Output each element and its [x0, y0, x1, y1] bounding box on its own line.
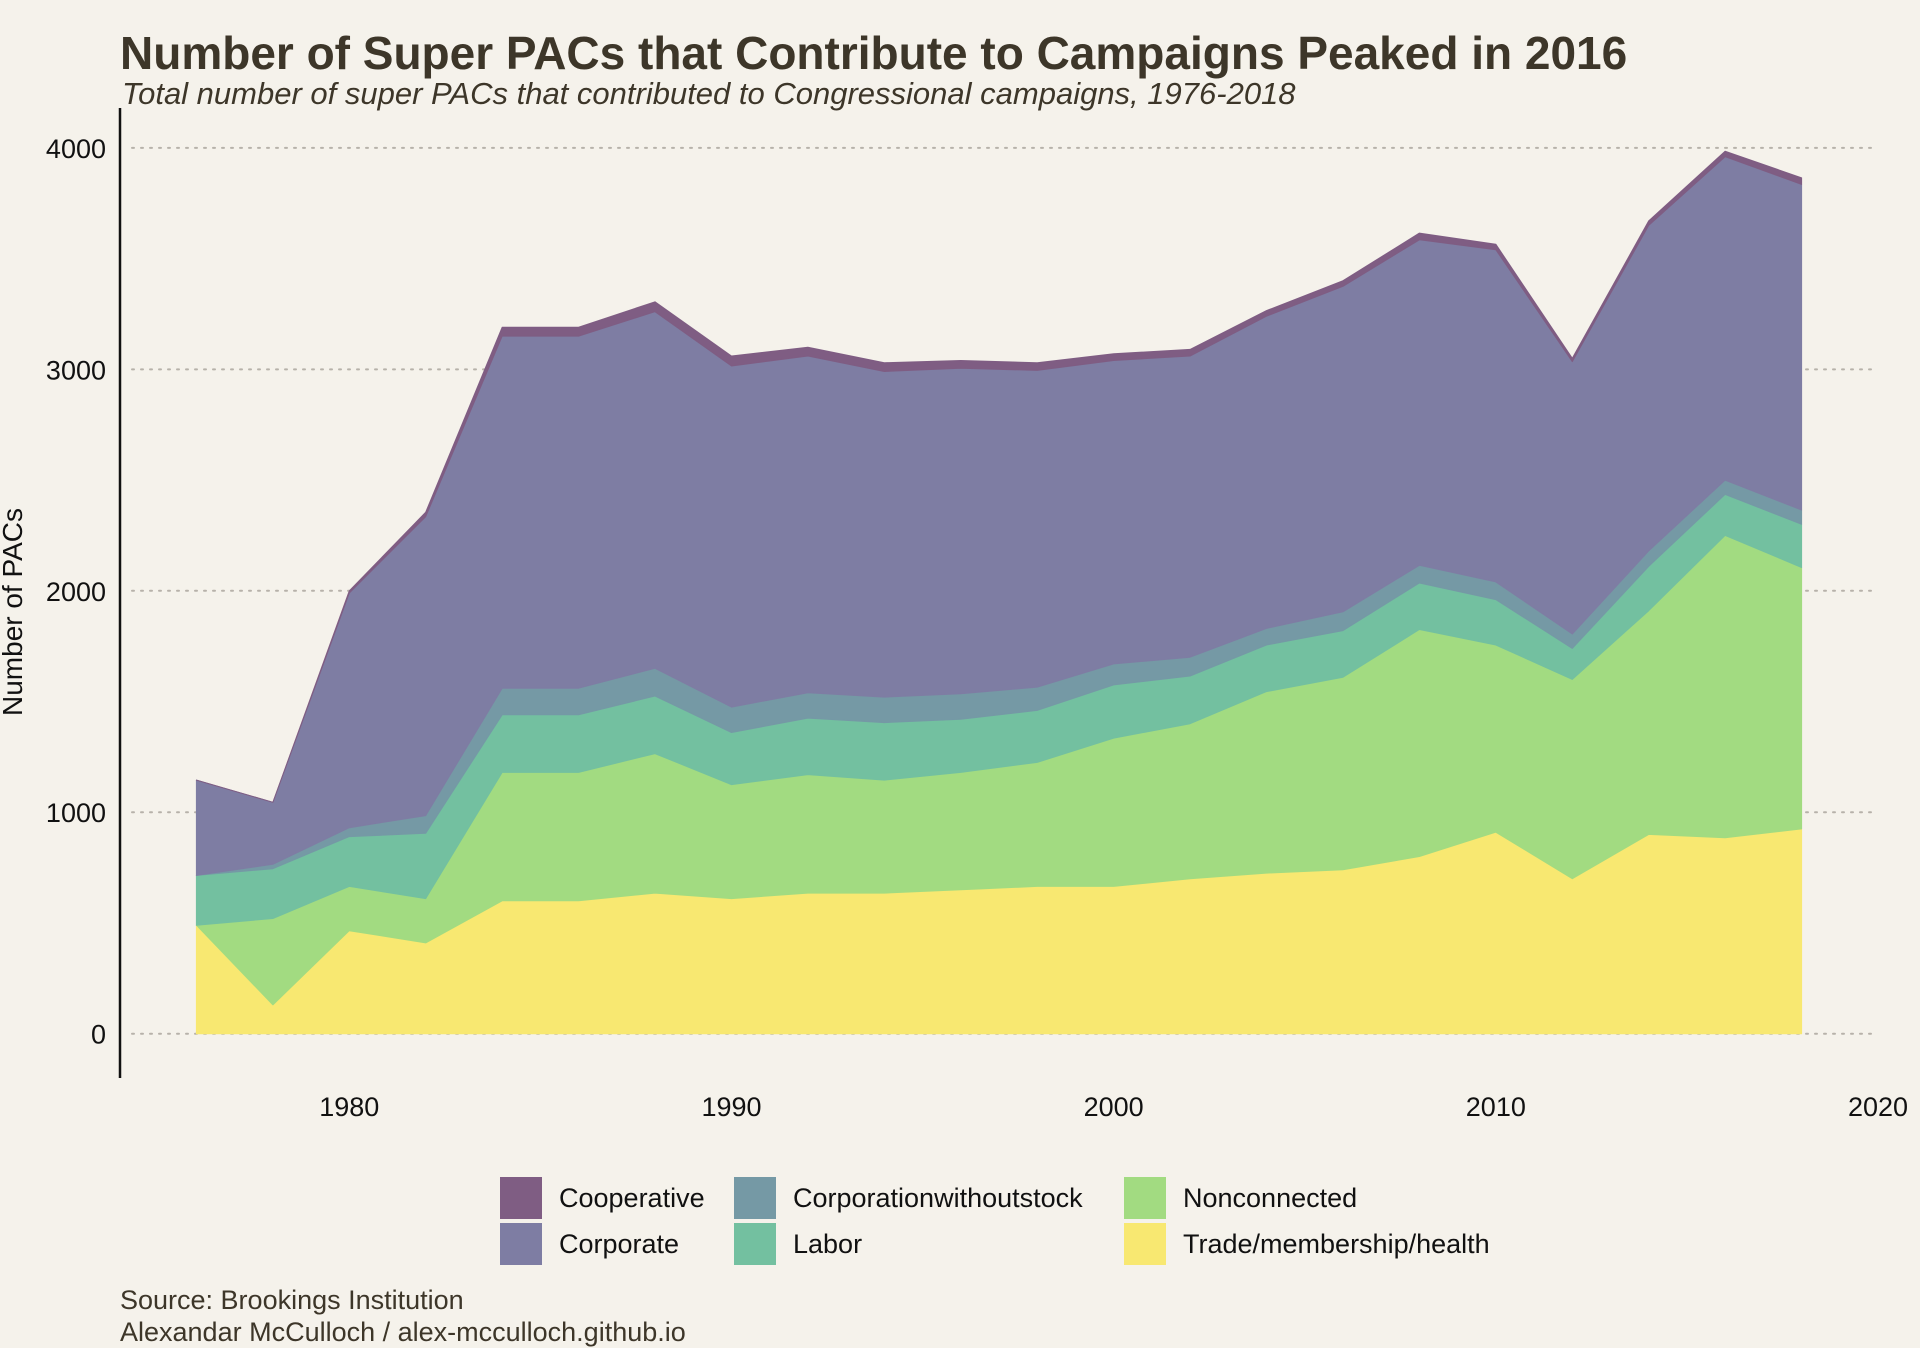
legend-label-corporationwithoutstock: Corporationwithoutstock [793, 1182, 1083, 1213]
author-line: Alexandar McCulloch / alex-mcculloch.git… [120, 1317, 686, 1347]
y-tick-label: 1000 [46, 798, 106, 828]
chart-subtitle: Total number of super PACs that contribu… [122, 76, 1296, 111]
legend-item-labor: Labor [734, 1221, 1124, 1267]
legend-swatch-corporate [500, 1223, 542, 1265]
source-note: Source: Brookings Institution Alexandar … [120, 1284, 686, 1348]
legend-swatch-cooperative [500, 1177, 542, 1219]
legend-item-corporate: Corporate [500, 1221, 734, 1267]
legend-swatch-nonconnected [1124, 1177, 1166, 1219]
legend-item-corporationwithoutstock: Corporationwithoutstock [734, 1175, 1124, 1221]
x-tick-label: 2000 [1084, 1092, 1144, 1122]
legend-item-nonconnected: Nonconnected [1124, 1175, 1464, 1221]
y-axis-label: Number of PACs [0, 508, 28, 716]
legend-label-nonconnected: Nonconnected [1183, 1182, 1358, 1213]
x-tick-label: 1990 [701, 1092, 761, 1122]
area-cooperative [195, 150, 1803, 803]
x-tick-label: 2020 [1848, 1092, 1908, 1122]
legend-item-cooperative: Cooperative [500, 1175, 734, 1221]
x-tick-label: 1980 [319, 1092, 379, 1122]
source-line: Source: Brookings Institution [120, 1285, 464, 1315]
y-tick-label: 0 [91, 1020, 106, 1050]
y-tick-label: 3000 [46, 355, 106, 385]
legend: Cooperative Corporate Corporationwithout… [500, 1175, 1490, 1267]
legend-label-labor: Labor [793, 1228, 863, 1259]
stacked-areas [195, 150, 1803, 1035]
y-tick-label: 2000 [46, 577, 106, 607]
legend-label-cooperative: Cooperative [559, 1182, 705, 1213]
legend-label-trade-membership-health: Trade/membership/health [1183, 1228, 1490, 1259]
legend-label-corporate: Corporate [559, 1228, 680, 1259]
y-tick-label: 4000 [46, 134, 106, 164]
legend-item-trade-membership-health: Trade/membership/health [1124, 1221, 1490, 1267]
legend-swatch-labor [734, 1223, 776, 1265]
chart-plot: 0 1000 2000 3000 4000 1980 1990 2000 2010 2020 Nu… [0, 108, 1908, 1122]
chart-title: Number of Super PACs that Contribute to … [120, 27, 1628, 79]
legend-swatch-corporationwithoutstock [734, 1177, 776, 1219]
axes: 0 1000 2000 3000 4000 1980 1990 2000 2010 2020 [46, 108, 1908, 1122]
legend-swatch-trade-membership-health [1124, 1223, 1166, 1265]
x-tick-label: 2010 [1466, 1092, 1526, 1122]
